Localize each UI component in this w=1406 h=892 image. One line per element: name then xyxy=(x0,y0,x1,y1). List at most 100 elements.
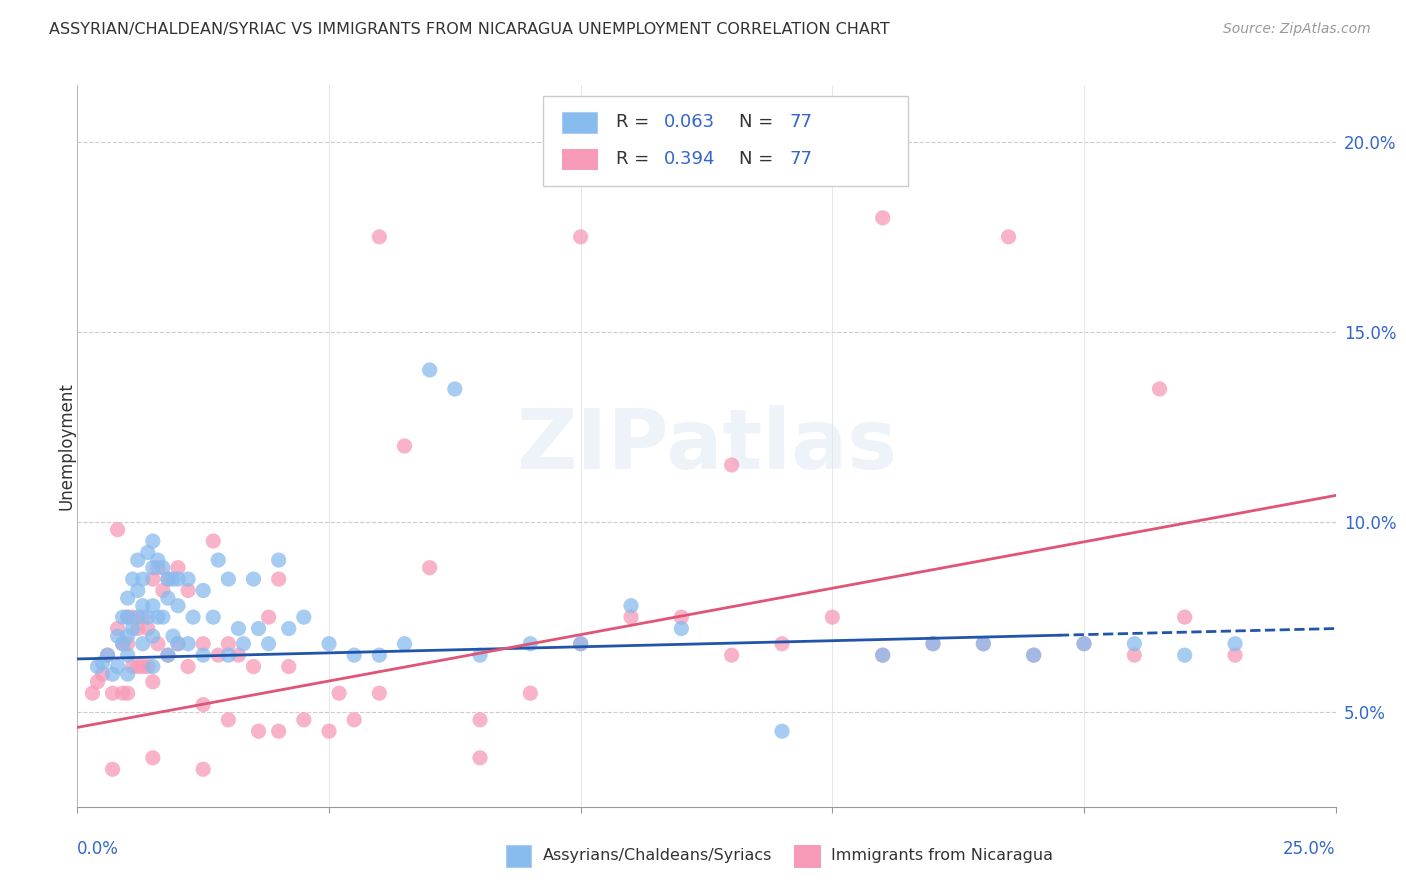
Text: ASSYRIAN/CHALDEAN/SYRIAC VS IMMIGRANTS FROM NICARAGUA UNEMPLOYMENT CORRELATION C: ASSYRIAN/CHALDEAN/SYRIAC VS IMMIGRANTS F… xyxy=(49,22,890,37)
Point xyxy=(247,622,270,636)
Point xyxy=(191,648,215,662)
Point xyxy=(127,622,149,636)
Point xyxy=(217,648,239,662)
Point xyxy=(217,572,239,586)
Point xyxy=(142,572,165,586)
Point xyxy=(1073,637,1095,651)
Point xyxy=(132,599,155,613)
Text: 0.394: 0.394 xyxy=(664,150,716,168)
Point xyxy=(117,629,139,643)
Point xyxy=(111,686,134,700)
Point xyxy=(136,610,159,624)
Text: N =: N = xyxy=(740,113,779,131)
Point xyxy=(142,659,165,673)
Text: N =: N = xyxy=(740,150,779,168)
Point xyxy=(821,610,844,624)
Text: 0.0%: 0.0% xyxy=(77,839,120,858)
Point xyxy=(111,637,134,651)
Point xyxy=(107,659,129,673)
Point xyxy=(117,686,139,700)
Point xyxy=(152,583,174,598)
Point xyxy=(419,560,441,574)
Point xyxy=(922,637,945,651)
Point xyxy=(368,648,391,662)
Point xyxy=(242,659,264,673)
Point xyxy=(972,637,994,651)
Point xyxy=(91,667,114,681)
Point xyxy=(117,610,139,624)
Point xyxy=(146,637,169,651)
Point xyxy=(191,637,215,651)
Point xyxy=(368,686,391,700)
Point xyxy=(167,560,190,574)
Text: R =: R = xyxy=(616,113,655,131)
Point xyxy=(1073,637,1095,651)
Point xyxy=(1123,637,1146,651)
Text: 77: 77 xyxy=(790,150,813,168)
Point xyxy=(468,648,491,662)
Text: ZIPatlas: ZIPatlas xyxy=(516,406,897,486)
Point xyxy=(167,637,190,651)
Point xyxy=(257,610,280,624)
Point xyxy=(972,637,994,651)
Point xyxy=(156,591,179,606)
Point xyxy=(167,637,190,651)
Point xyxy=(232,637,254,651)
Point xyxy=(136,622,159,636)
Point xyxy=(620,599,643,613)
Point xyxy=(620,610,643,624)
Point xyxy=(156,572,179,586)
Point xyxy=(127,610,149,624)
Point xyxy=(136,659,159,673)
Point xyxy=(132,659,155,673)
Point xyxy=(121,572,143,586)
Point xyxy=(872,648,894,662)
Point xyxy=(86,674,108,689)
Point xyxy=(671,610,693,624)
Point xyxy=(770,637,793,651)
Point xyxy=(720,648,742,662)
Point xyxy=(318,724,340,739)
Text: 0.063: 0.063 xyxy=(664,113,714,131)
Point xyxy=(720,458,742,472)
FancyBboxPatch shape xyxy=(562,149,598,169)
Point xyxy=(872,211,894,225)
Point xyxy=(156,648,179,662)
Point xyxy=(1223,648,1246,662)
Point xyxy=(127,583,149,598)
Point xyxy=(318,637,340,651)
Point xyxy=(146,610,169,624)
Point xyxy=(127,659,149,673)
Point xyxy=(267,572,290,586)
Text: R =: R = xyxy=(616,150,655,168)
Point xyxy=(770,724,793,739)
Point xyxy=(277,622,299,636)
Point xyxy=(121,610,143,624)
Point xyxy=(152,560,174,574)
Point xyxy=(82,686,104,700)
Point xyxy=(177,572,200,586)
Point xyxy=(117,667,139,681)
Point xyxy=(569,637,592,651)
Point xyxy=(96,648,118,662)
Point xyxy=(191,583,215,598)
Point xyxy=(117,610,139,624)
Point xyxy=(468,713,491,727)
Point xyxy=(228,622,250,636)
Point xyxy=(343,648,366,662)
Point xyxy=(132,610,155,624)
Point xyxy=(117,637,139,651)
Point xyxy=(277,659,299,673)
Point xyxy=(394,439,416,453)
Point xyxy=(191,762,215,776)
Point xyxy=(1223,637,1246,651)
Point xyxy=(146,553,169,567)
Point xyxy=(1022,648,1045,662)
Point xyxy=(107,629,129,643)
Point xyxy=(267,553,290,567)
Point xyxy=(257,637,280,651)
Point xyxy=(156,572,179,586)
Point xyxy=(142,751,165,765)
Point xyxy=(91,656,114,670)
Point xyxy=(121,659,143,673)
